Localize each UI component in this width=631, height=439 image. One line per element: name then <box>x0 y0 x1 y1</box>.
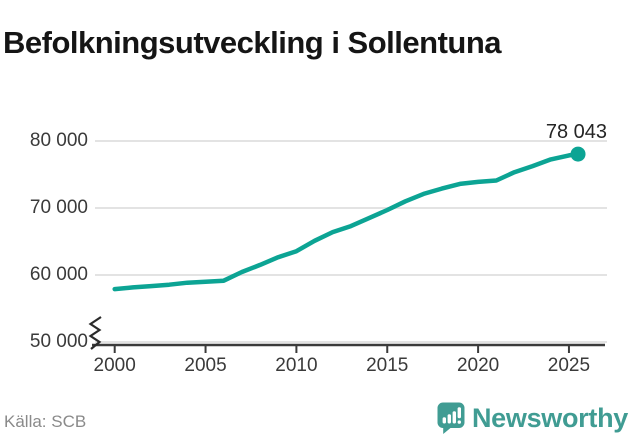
y-tick-label-60000: 60 000 <box>29 264 88 285</box>
newsworthy-logo-text: Newsworthy <box>471 403 628 433</box>
x-tick-label-2010: 2010 <box>275 355 318 376</box>
axis-break-icon <box>88 316 102 350</box>
y-tick-label-80000: 80 000 <box>29 130 88 151</box>
end-point-marker <box>570 146 586 162</box>
y-tick-label-70000: 70 000 <box>29 197 88 218</box>
newsworthy-logo-icon <box>437 402 465 434</box>
y-tick-label-50000: 50 000 <box>29 331 88 352</box>
source-label: Källa: SCB <box>4 412 87 431</box>
newsworthy-logo[interactable]: Newsworthy <box>437 402 628 435</box>
x-tick-label-2015: 2015 <box>366 355 409 376</box>
population-line <box>112 151 581 292</box>
x-tick-label-2005: 2005 <box>184 355 227 376</box>
last-value-label: 78 043 <box>545 121 607 143</box>
chart-title: Befolkningsutveckling i Sollentuna <box>3 24 502 60</box>
x-tick-label-2020: 2020 <box>456 355 500 376</box>
x-tick-label-2025: 2025 <box>547 355 591 376</box>
x-tick-label-2000: 2000 <box>93 355 136 376</box>
